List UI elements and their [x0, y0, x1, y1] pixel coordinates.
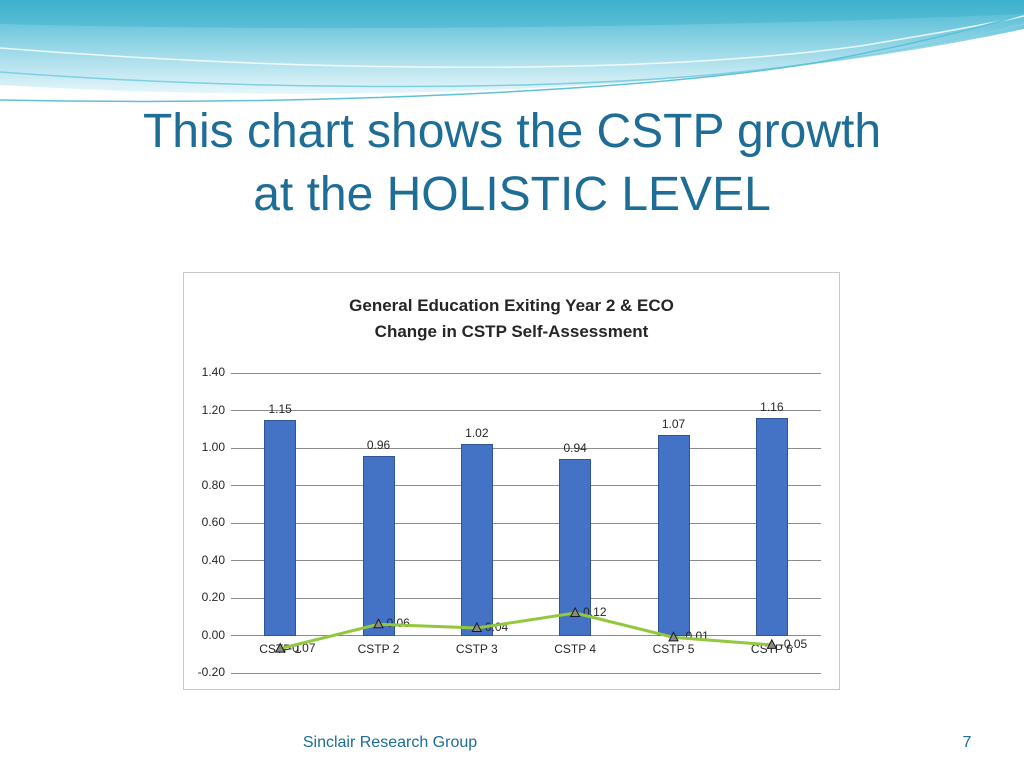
- gridline: [231, 522, 821, 524]
- triangle-marker-icon: [569, 606, 581, 617]
- bar-value-label: 1.07: [661, 416, 686, 431]
- wave-fill: [0, 0, 1024, 95]
- slide-title-line1: This chart shows the CSTP growth: [142, 105, 882, 158]
- y-axis-tick-label: 1.00: [201, 440, 225, 454]
- y-axis-tick-label: 0.60: [201, 515, 225, 529]
- triangle-marker-icon: [471, 621, 483, 632]
- y-axis-tick-label: 0.40: [201, 552, 225, 567]
- bar-cstp-5: [657, 434, 690, 636]
- bar-cstp-3: [460, 444, 493, 636]
- chart-title-line2: Change in CSTP Self-Assessment: [374, 321, 649, 341]
- y-axis-tick-label: 0.20: [201, 590, 225, 604]
- line-value-label: -0.05: [779, 636, 808, 651]
- line-value-label: 0.06: [386, 616, 410, 631]
- decorative-wave-header: [0, 0, 1024, 103]
- x-axis-category-label: CSTP 4: [554, 641, 597, 656]
- bar-value-label: 0.96: [366, 437, 391, 452]
- x-axis-category-label: CSTP 2: [357, 641, 400, 656]
- wave-line-white-2: [0, 15, 1024, 68]
- bar-cstp-1: [264, 419, 297, 636]
- triangle-marker-icon: [766, 638, 778, 649]
- gridline: [231, 410, 821, 411]
- slide-title: This chart shows the CSTP growth at the H…: [0, 100, 1024, 227]
- footer-text: Sinclair Research Group: [302, 734, 478, 751]
- bar-value-label: 1.02: [465, 426, 489, 441]
- page-number: 7: [962, 734, 972, 751]
- bar-cstp-4: [559, 459, 592, 636]
- gridline: [231, 447, 821, 449]
- y-axis-tick-label: 0.00: [201, 627, 225, 642]
- gridline: [231, 560, 821, 561]
- triangle-marker-icon: [373, 618, 384, 629]
- x-axis-category-label: CSTP 3: [455, 641, 498, 656]
- bar-value-label: 1.16: [760, 400, 784, 414]
- bar-cstp-6: [755, 418, 788, 636]
- chart-panel: General Education Exiting Year 2 & ECO C…: [183, 272, 840, 690]
- line-path: [279, 611, 772, 651]
- wave-line-teal-1: [0, 23, 1024, 88]
- bar-cstp-2: [362, 455, 395, 636]
- y-axis-tick-label: -0.20: [197, 665, 225, 679]
- y-axis-tick-label: 1.40: [201, 365, 225, 379]
- gridline: [231, 672, 821, 674]
- gridline: [231, 597, 821, 599]
- y-axis-tick-label: 1.20: [201, 402, 225, 417]
- chart-title-line1: General Education Exiting Year 2 & ECO: [349, 296, 674, 315]
- wave-top-band: [0, 0, 1024, 29]
- gridline: [231, 372, 821, 374]
- x-axis-category-label: CSTP 5: [652, 641, 695, 656]
- gridline: [231, 485, 821, 486]
- bar-value-label: 1.15: [268, 401, 292, 416]
- gridline: [231, 635, 821, 636]
- wave-line-white-1: [0, 29, 1024, 96]
- bar-value-label: 0.94: [563, 441, 587, 456]
- slide-title-line2: at the HOLISTIC LEVEL: [253, 168, 771, 222]
- y-axis-tick-label: 0.80: [201, 477, 225, 492]
- line-series: [274, 606, 778, 653]
- triangle-marker-icon: [668, 631, 679, 642]
- wave-line-teal-2: [0, 13, 1024, 103]
- triangle-marker-icon: [274, 642, 286, 653]
- plot-area: 1.40 1.20 1.00 0.80 0.60 0.40 0.20 0.00 -0.20 1.1…: [198, 365, 821, 679]
- chart-title: General Education Exiting Year 2 & ECO C…: [184, 293, 839, 344]
